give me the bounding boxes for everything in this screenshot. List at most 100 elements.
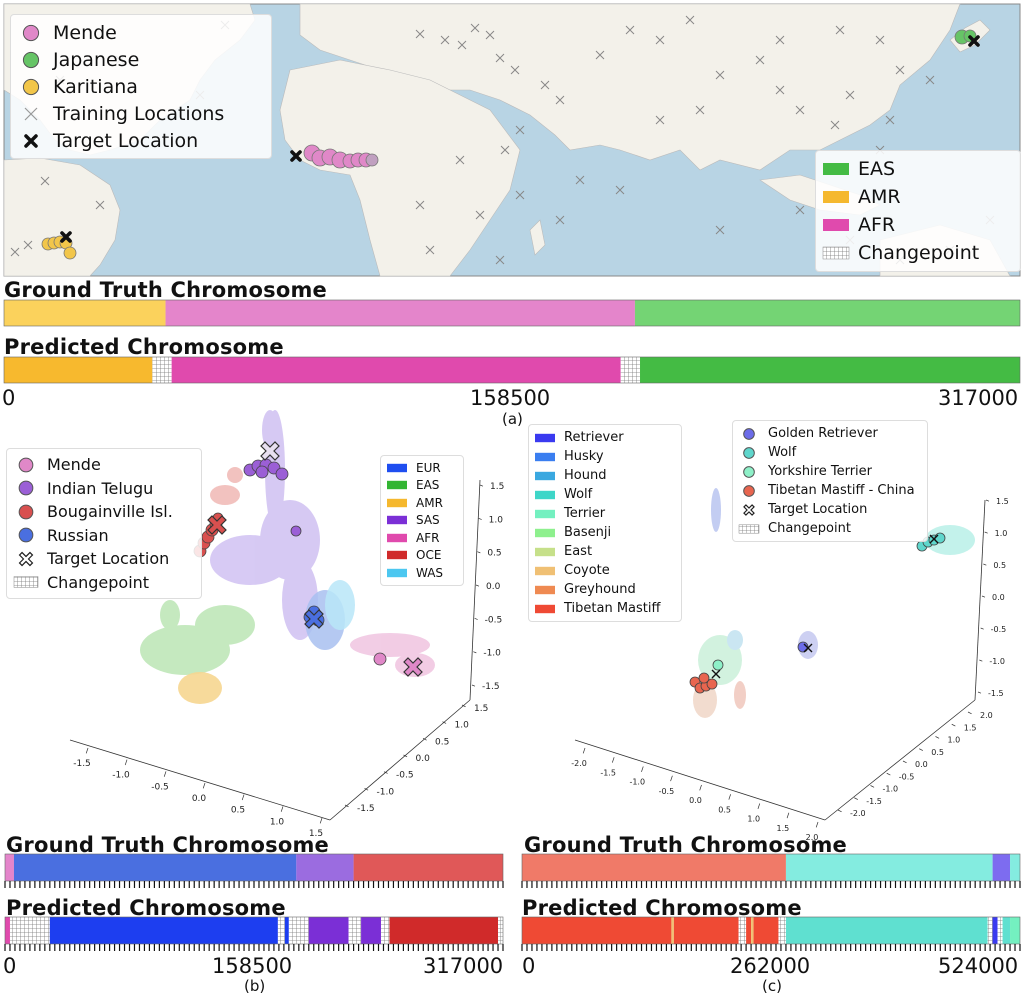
training-location-mark [835, 25, 845, 35]
ground-truth-title-c: Ground Truth Chromosome [524, 833, 847, 857]
circle-marker-icon [18, 527, 34, 543]
training-location-mark [775, 35, 785, 45]
predicted-bar-c-segment [522, 917, 672, 944]
axis-tick-label: 1.5 [490, 482, 504, 492]
superpop-legend-b-label: SAS [416, 513, 440, 528]
breed-legend-label: Wolf [564, 487, 593, 502]
breed-legend-item: Husky [534, 447, 676, 466]
predicted-bar-c [521, 916, 1021, 951]
hatch-patch-icon [738, 524, 760, 533]
predicted-bar-a-segment [620, 357, 641, 383]
training-location-mark [555, 95, 565, 105]
predicted-bar-c-segment [778, 917, 786, 944]
axis-tick-label: -1.5 [600, 768, 616, 777]
superpop-legend-a-label: AMR [858, 186, 901, 208]
circle-marker-icon [18, 457, 34, 473]
predicted-bar-b-segment [284, 917, 289, 944]
axis-tick-label: 0.0 [416, 754, 431, 764]
axis-tick-label: 1.5 [996, 497, 1009, 506]
ground-truth-title-a: Ground Truth Chromosome [4, 278, 327, 302]
axis-tick-label: 0.5 [435, 737, 449, 747]
training-location-mark [845, 90, 855, 100]
superpop-legend-b-label: WAS [416, 565, 444, 580]
panel-c-scatter: -2.0-1.5-1.0-0.50.00.51.01.52.0 -2.0-1.5… [571, 488, 1009, 842]
cloud-amr [178, 672, 222, 704]
predicted-bar-a-segment [171, 357, 621, 383]
cross-marker-icon [24, 107, 38, 120]
ground-truth-title-b: Ground Truth Chromosome [6, 833, 329, 857]
training-location-mark [500, 145, 510, 155]
panel-b-z-ticks: -1.5 -1.0 -0.5 0.0 0.5 1.0 1.5 [471, 482, 504, 692]
superpop-legend-b-label: AFR [416, 530, 440, 545]
predicted-bar-b-segment [361, 917, 381, 944]
legend-b-label: Changepoint [47, 572, 150, 592]
color-patch-icon [387, 551, 407, 560]
training-location-mark [95, 200, 105, 210]
sample-legend-c-label: Yorkshire Terrier [768, 464, 872, 479]
sample-legend-c-item: Target Location [738, 500, 922, 519]
axis-tick-label: -1.5 [866, 797, 882, 806]
axis-tick-label: 0.0 [486, 582, 501, 592]
training-location-mark [885, 115, 895, 125]
superpop-legend-b-item: SAS [386, 512, 458, 530]
ground-truth-bar-c-segment [785, 854, 993, 881]
sample-legend-c: Golden Retriever Wolf Yorkshire Terrier Tib… [732, 420, 928, 542]
axis-tick-label: 0.0 [689, 796, 702, 805]
ground-truth-bar-b-segment [13, 854, 297, 881]
breed-legend-item: Retriever [534, 428, 676, 447]
map-legend-item: Karitiana [17, 73, 265, 100]
color-patch-icon [535, 433, 555, 442]
predicted-bar-c-segment [673, 917, 739, 944]
mende-cluster [303, 144, 379, 169]
superpop-legend-b-label: AMR [416, 495, 443, 510]
training-location-mark [415, 200, 425, 210]
predicted-bar-b-segment [308, 917, 349, 944]
legend-b-item: Changepoint [13, 571, 195, 595]
breed-legend-item: Wolf [534, 485, 676, 504]
cloud-sas [210, 410, 320, 640]
breed-legend-item: Hound [534, 466, 676, 485]
axis-tick-label: -0.5 [396, 771, 414, 781]
sample-legend-c-label: Wolf [768, 445, 797, 460]
axis-tick-label: 1.0 [270, 817, 285, 827]
tick-b-1: 158500 [212, 954, 293, 978]
map-legend-label: Training Locations [53, 102, 225, 125]
sample-legend-c-item: Tibetan Mastiff - China [738, 481, 922, 500]
sample-legend-b: Mende Indian Telugu Bougainville Isl. Russi… [6, 448, 202, 599]
circle-marker-icon [743, 484, 755, 497]
legend-b-item: Russian [13, 524, 195, 548]
training-location-mark [715, 225, 725, 235]
panel-c-z-ticks: -1.5 -1.0 -0.5 0.0 0.5 1.0 1.5 [977, 497, 1009, 698]
predicted-title-b: Predicted Chromosome [6, 896, 286, 920]
color-patch-icon [535, 471, 555, 480]
superpop-legend-b: EUR EAS AMR SAS AFR OCE WAS [380, 455, 464, 586]
map-legend-item: Mende [17, 19, 265, 46]
training-location-mark [795, 205, 805, 215]
sample-legend-c-label: Golden Retriever [768, 426, 878, 441]
map-legend-item: Target Location [17, 127, 265, 154]
predicted-bar-b-segment [5, 917, 10, 944]
training-location-mark [425, 245, 435, 255]
predicted-bar-c-segment [997, 917, 1003, 944]
color-patch-icon [387, 463, 407, 472]
hatch-patch-icon [13, 576, 39, 588]
ground-truth-bar-a [3, 299, 1021, 327]
axis-tick-label: -1.0 [629, 778, 645, 787]
tick-b-2: 317000 [423, 954, 504, 978]
breed-legend-item: East [534, 542, 676, 561]
training-location-mark [470, 23, 480, 33]
color-patch-icon [535, 547, 555, 556]
training-location-mark [755, 55, 765, 65]
axis-tick-label: 0.5 [231, 806, 245, 816]
superpop-legend-b-item: AFR [386, 529, 458, 547]
ground-truth-bar-c-segment [992, 854, 1011, 881]
mende-samples-b [373, 652, 387, 666]
tick-a-1: 158500 [470, 386, 551, 410]
ground-truth-bar-c-segment [1010, 854, 1020, 881]
training-location-mark [685, 15, 695, 25]
predicted-title-a: Predicted Chromosome [4, 335, 284, 359]
superpop-legend-a: EAS AMR AFR Changepoint [815, 150, 1021, 272]
circle-marker-icon [18, 504, 34, 520]
breed-legend-label: Retriever [564, 430, 624, 445]
ground-truth-bar-b-segment [296, 854, 354, 881]
